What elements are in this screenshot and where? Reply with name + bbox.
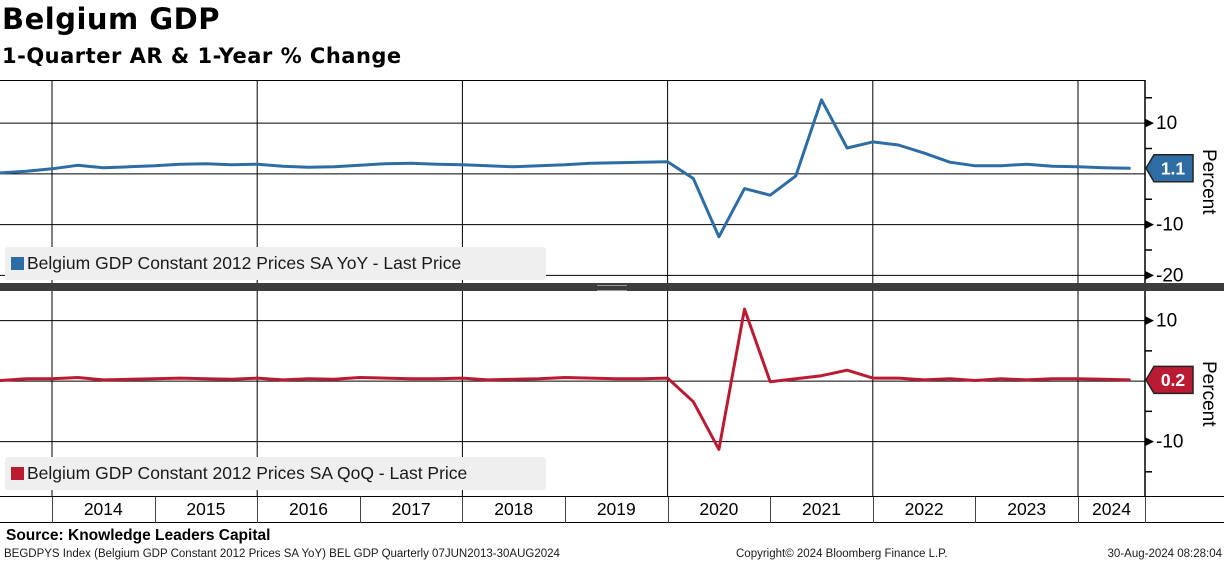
x-axis-year-label: 2017 [391,499,431,519]
x-axis-year-label: 2018 [494,499,534,519]
x-axis-year-tick [257,497,259,523]
tick-arrow-icon [1145,270,1154,280]
series-line [0,98,1131,239]
last-price-tag [1145,154,1194,183]
yoy-legend-swatch [11,257,24,270]
x-axis-year-tick [154,497,156,523]
x-axis-year-label: 2015 [186,499,226,519]
x-axis-year-tick [872,497,874,523]
x-axis-year-tick [1078,497,1079,523]
copyright-text: Copyright© 2024 Bloomberg Finance L.P. [736,548,948,560]
x-axis-year-label: 2024 [1092,499,1131,519]
x-axis-year-label: 2023 [1007,499,1047,519]
x-axis-year-tick [770,497,772,523]
last-price-value: 1.1 [1161,158,1186,178]
qoq-legend-swatch [11,467,24,480]
yoy-axis-title: Percent [1198,148,1219,215]
yoy-legend-label: Belgium GDP Constant 2012 Prices SA YoY … [27,253,462,273]
y-axis-tick-label: 10 [1156,113,1177,134]
tick-arrow-icon [1145,220,1154,230]
y-axis-tick-label: -10 [1156,432,1183,453]
x-axis-year-tick [462,497,464,523]
source-credit: Source: Knowledge Leaders Capital [6,527,271,544]
x-axis-year-tick [667,497,669,523]
tick-arrow-icon [1145,118,1154,128]
yoy-chart-panel[interactable]: 10 -10 -20 1.1 [0,80,1224,283]
qoq-axis-title: Percent [1198,360,1219,427]
x-axis-year-tick [975,497,977,523]
x-axis-year-tick [1145,497,1146,523]
footer-info-bar: BEGDPYS Index (Belgium GDP Constant 2012… [0,548,1224,564]
x-axis-year-label: 2014 [83,499,123,519]
x-axis-year-tick [52,497,53,523]
x-axis-year-tick [565,497,566,523]
x-axis-year-tick [359,497,361,523]
panel-divider [0,283,1224,291]
security-info: BEGDPYS Index (Belgium GDP Constant 2012… [4,548,560,560]
page-title: Belgium GDP [2,2,221,36]
panel-divider-grip[interactable] [597,285,627,291]
x-axis-year-label: 2016 [289,499,328,519]
qoq-legend[interactable]: Belgium GDP Constant 2012 Prices SA QoQ … [5,457,546,490]
qoq-chart-panel[interactable]: 10 -10 0.2 [0,291,1224,496]
page-subtitle: 1-Quarter AR & 1-Year % Change [2,44,402,68]
y-axis-tick-label: 10 [1156,311,1177,332]
x-axis-year-label: 2022 [904,499,944,519]
series-line [0,307,1131,451]
last-price-tag [1145,365,1194,395]
y-axis-tick-label: -10 [1156,215,1183,236]
last-price-value: 0.2 [1161,370,1186,390]
tick-arrow-icon [1145,437,1154,447]
x-axis-year-label: 2021 [802,499,841,519]
y-axis-tick-label: -20 [1156,265,1183,283]
x-axis-year-label: 2020 [699,499,739,519]
qoq-legend-label: Belgium GDP Constant 2012 Prices SA QoQ … [27,463,468,483]
timestamp: 30-Aug-2024 08:28:04 [1107,548,1222,560]
tick-arrow-icon [1145,316,1154,326]
x-axis-year-label: 2019 [596,499,636,519]
x-axis: 2014 2015 2016 2017 2018 2019 2020 2021 2022 2023… [0,496,1224,523]
yoy-legend[interactable]: Belgium GDP Constant 2012 Prices SA YoY … [5,247,546,280]
